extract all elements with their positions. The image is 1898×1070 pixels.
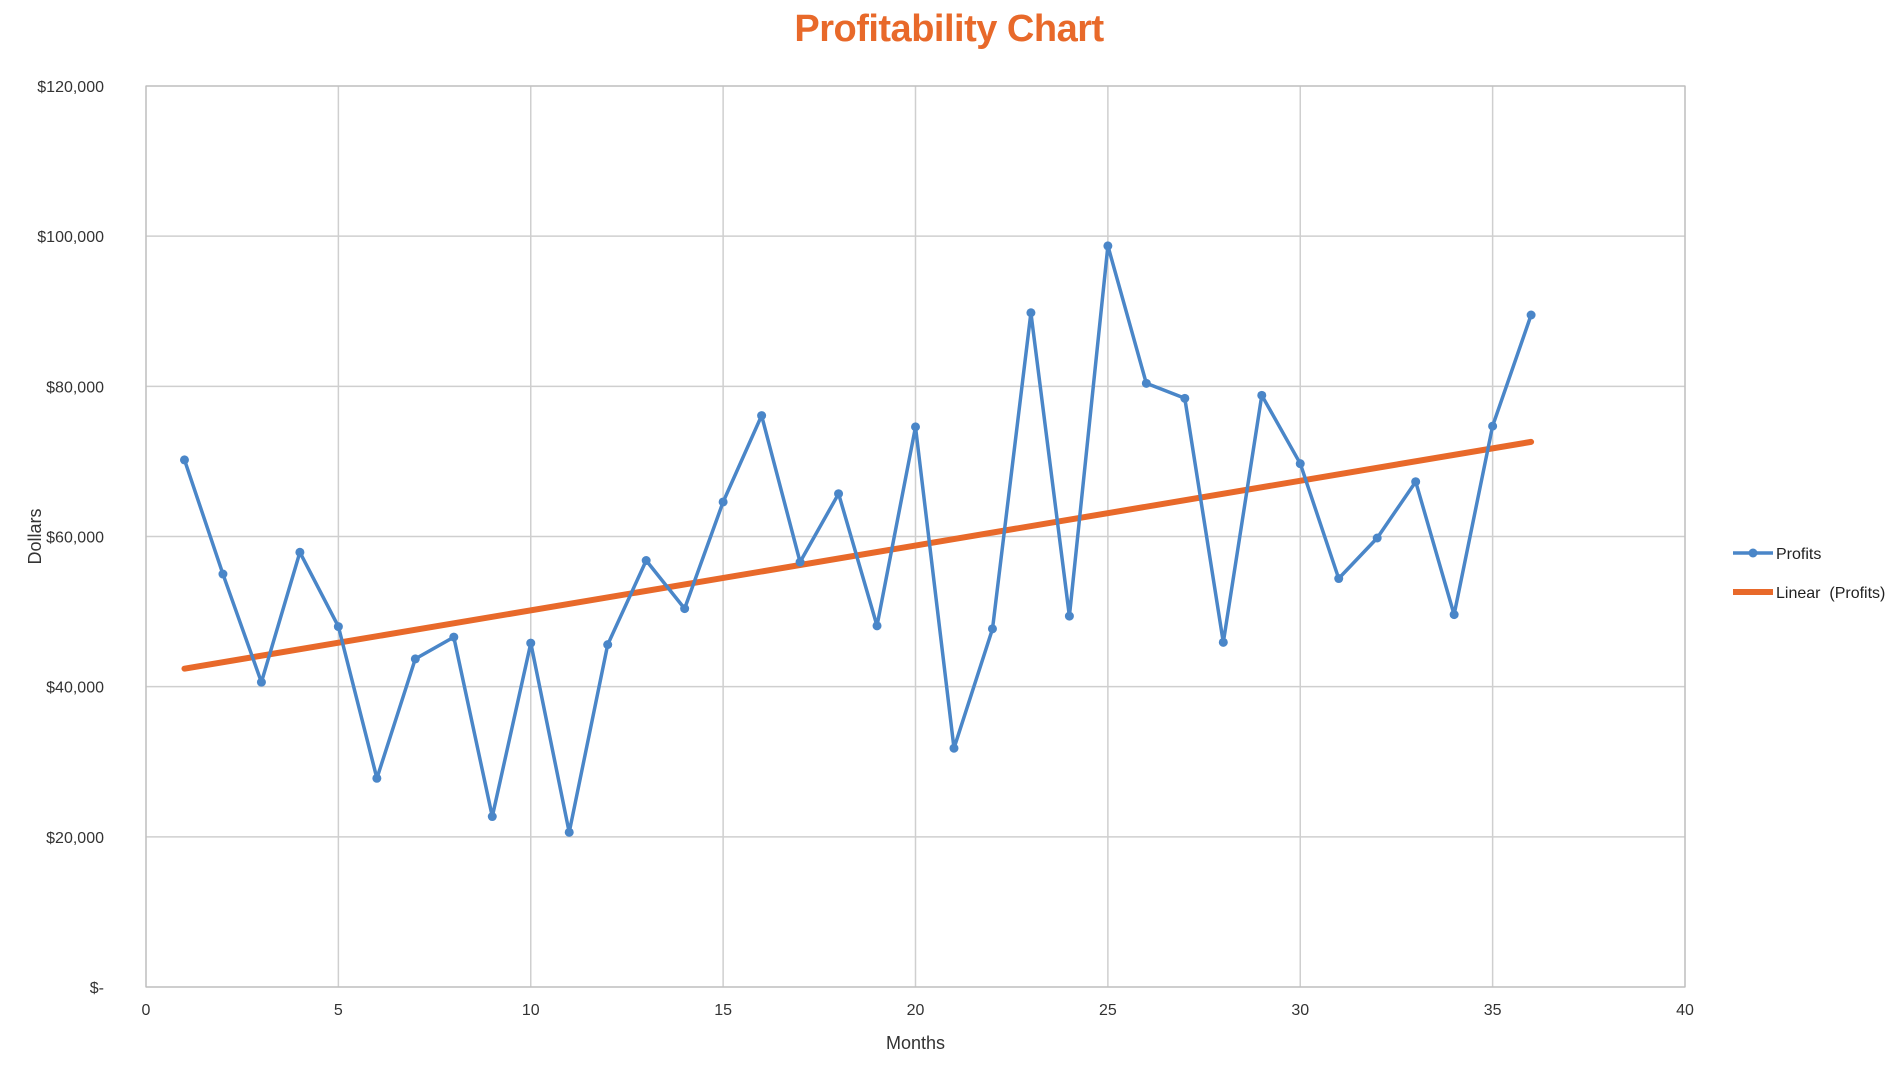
data-point-profits [564, 827, 574, 837]
data-point-profits [718, 497, 728, 507]
x-axis-title: Months [886, 1033, 945, 1053]
data-point-profits [487, 812, 497, 822]
data-point-profits [1334, 574, 1344, 584]
data-point-profits [1103, 241, 1113, 251]
data-point-profits [1449, 610, 1459, 620]
data-point-profits [795, 557, 805, 567]
data-point-profits [872, 621, 882, 631]
plot-area-border [145, 85, 1686, 988]
x-tick-label: 0 [142, 1002, 151, 1019]
y-axis-title: Dollars [25, 508, 45, 564]
data-point-profits [256, 677, 266, 687]
y-axis-ticks: $- $20,000 $40,000 $60,000 $80,000 $100,000 $1… [37, 79, 104, 997]
data-point-profits [603, 640, 613, 650]
x-axis-ticks: 0 5 10 15 20 25 30 35 40 [142, 1002, 1694, 1019]
data-point-profits [834, 489, 844, 499]
data-point-profits [1257, 390, 1267, 400]
y-tick-label: $40,000 [46, 680, 104, 697]
data-point-profits [1064, 611, 1074, 621]
y-tick-label: $- [90, 980, 104, 997]
data-point-profits [179, 455, 189, 465]
data-point-profits [526, 638, 536, 648]
chart-title: Profitability Chart [794, 8, 1104, 50]
data-point-profits [949, 743, 959, 753]
data-point-profits [680, 604, 690, 614]
y-tick-label: $100,000 [37, 229, 104, 246]
x-tick-label: 20 [907, 1002, 925, 1019]
grid-lines [145, 85, 1686, 988]
data-point-profits [1411, 477, 1421, 487]
data-point-profits [757, 411, 767, 421]
data-point-profits [987, 624, 997, 634]
legend-marker-profits [1748, 548, 1758, 558]
data-point-profits [1180, 393, 1190, 403]
data-point-profits [295, 547, 305, 557]
data-point-profits [218, 569, 228, 579]
legend: Profits Linear (Profits) [1733, 546, 1885, 602]
legend-label-linear-trend: Linear (Profits) [1776, 585, 1885, 602]
data-point-profits [1141, 378, 1151, 388]
data-point-profits [1372, 533, 1382, 543]
legend-label-profits: Profits [1776, 546, 1821, 563]
y-tick-label: $60,000 [46, 530, 104, 547]
series-line-profits [182, 244, 1533, 835]
y-tick-label: $120,000 [37, 79, 104, 96]
data-point-profits [1218, 637, 1228, 647]
x-tick-label: 5 [334, 1002, 343, 1019]
series-layer [179, 241, 1536, 837]
data-point-profits [911, 422, 920, 432]
data-point-profits [1295, 459, 1305, 469]
x-tick-label: 25 [1099, 1002, 1117, 1019]
x-tick-label: 10 [522, 1002, 540, 1019]
data-point-profits [372, 773, 382, 783]
data-point-profits [1488, 421, 1498, 431]
x-tick-label: 30 [1291, 1002, 1309, 1019]
x-tick-label: 15 [714, 1002, 732, 1019]
data-point-profits [641, 556, 651, 566]
y-tick-label: $80,000 [46, 379, 104, 396]
x-tick-label: 35 [1484, 1002, 1502, 1019]
data-point-profits [410, 654, 420, 664]
data-point-profits [449, 632, 459, 642]
data-point-profits [1526, 310, 1536, 320]
x-tick-label: 40 [1676, 1002, 1694, 1019]
data-point-profits [1026, 308, 1036, 318]
data-point-profits [333, 622, 343, 632]
y-tick-label: $20,000 [46, 830, 104, 847]
